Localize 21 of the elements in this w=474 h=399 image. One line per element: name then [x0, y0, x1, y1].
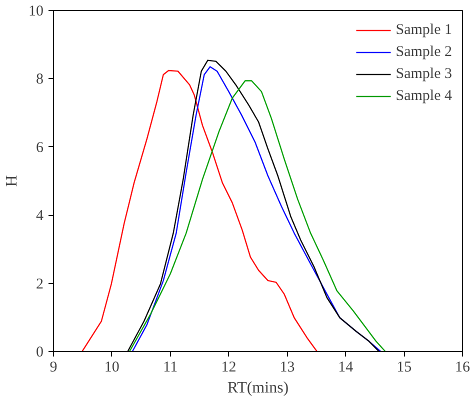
legend-label: Sample 3	[396, 66, 452, 82]
x-tick-label: 11	[163, 360, 178, 376]
legend-label: Sample 4	[396, 88, 452, 104]
x-tick-label: 12	[221, 360, 236, 376]
y-tick-label: 8	[36, 72, 44, 88]
x-tick-label: 10	[104, 360, 120, 376]
x-axis-title: RT(mins)	[227, 380, 289, 396]
x-tick-label: 15	[396, 360, 412, 376]
legend-label: Sample 1	[396, 22, 452, 38]
y-tick-label: 6	[36, 140, 44, 156]
y-tick-label: 4	[36, 208, 44, 224]
y-tick-label: 0	[36, 344, 44, 360]
x-tick-label: 16	[455, 360, 470, 376]
x-tick-label: 13	[280, 360, 295, 376]
y-axis-title: H	[4, 174, 20, 187]
y-tick-label: 2	[36, 276, 44, 292]
y-tick-label: 10	[28, 4, 44, 20]
x-tick-label: 9	[50, 360, 58, 376]
legend-label: Sample 2	[396, 44, 452, 60]
line-series	[82, 70, 318, 352]
x-tick-label: 14	[338, 360, 354, 376]
